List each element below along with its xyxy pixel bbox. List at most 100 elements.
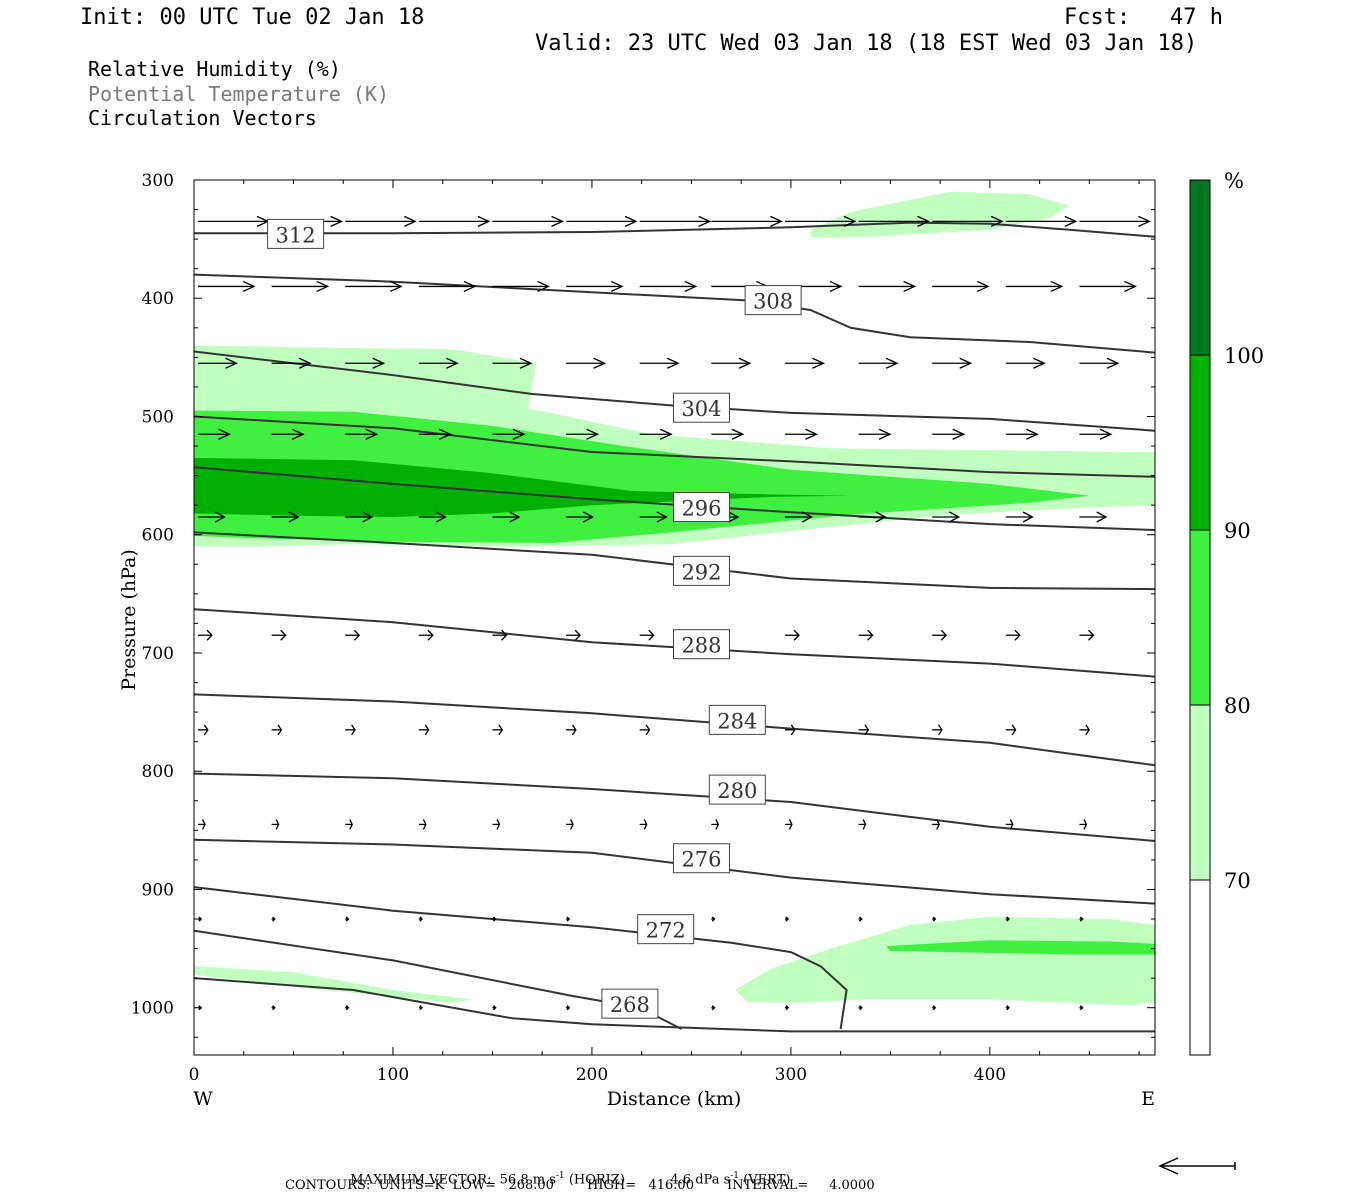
theta-contour-308 (194, 273, 1155, 354)
vector-head-8-10 (932, 916, 937, 922)
vector-head-3-12 (1099, 428, 1113, 440)
vector-head-6-0 (203, 724, 209, 736)
vector-head-7-5 (570, 819, 574, 830)
horiz-exponent: -1 (555, 1171, 565, 1181)
y-tick-label-400: 400 (142, 289, 174, 309)
vector-head-7-6 (643, 819, 648, 830)
init-time: Init: 00 UTC Tue 02 Jan 18 (80, 5, 425, 30)
vector-head-3-8 (805, 428, 819, 440)
vector-head-0-2 (403, 215, 417, 227)
contour-label-box-292 (672, 555, 730, 586)
horiz-value: 56.8 (499, 1172, 529, 1188)
vector-head-7-3 (422, 819, 427, 830)
colorbar-frame (1189, 179, 1211, 1056)
vector-head-8-12 (1079, 916, 1084, 922)
vector-head-2-9 (885, 357, 899, 369)
vector-head-2-3 (446, 357, 459, 369)
vector-head-5-12 (1088, 629, 1095, 641)
x-tick-label-100: 100 (377, 1065, 409, 1085)
vector-head-3-0 (218, 428, 232, 440)
contour-label-268: 268 (610, 993, 650, 1017)
colorbar-segment-1 (1190, 355, 1210, 530)
vector-head-4-6 (656, 511, 668, 523)
contour-label-312: 312 (276, 223, 316, 247)
vector-head-8-5 (566, 916, 571, 922)
contour-label-280: 280 (717, 779, 757, 803)
vector-head-9-1 (272, 1005, 276, 1011)
theta-contour-line-12 (194, 977, 1155, 1033)
y-tick-label-300: 300 (142, 171, 174, 191)
vector-head-4-11 (1022, 511, 1034, 523)
vector-head-7-4 (496, 819, 501, 830)
vector-head-6-6 (645, 724, 651, 736)
vector-head-5-1 (280, 629, 287, 641)
x-right-end-label: E (1141, 1088, 1155, 1110)
vector-head-0-5 (624, 215, 638, 227)
vector-head-6-4 (498, 724, 504, 736)
colorbar-segment-0 (1190, 180, 1210, 355)
colorbar-label-100: 100 (1224, 344, 1264, 368)
vector-head-5-10 (940, 629, 948, 641)
vector-head-2-1 (298, 357, 312, 369)
contour-label-box-280 (708, 774, 766, 805)
x-tick-label-400: 400 (974, 1065, 1006, 1085)
legend-circulation-vectors: Circulation Vectors (88, 106, 317, 130)
colorbar-unit: % (1224, 169, 1244, 193)
vector-head-7-8 (788, 819, 793, 830)
vector-head-3-7 (731, 428, 745, 440)
vector-head-9-8 (785, 1005, 790, 1011)
contours-info: CONTOURS: UNITS=K LOW= 268.00 HIGH= 416.… (285, 1178, 875, 1193)
vector-head-9-7 (711, 1005, 716, 1011)
y-tick-label-900: 900 (142, 880, 174, 900)
vector-head-1-11 (1050, 280, 1064, 293)
vector-head-4-1 (288, 511, 300, 523)
theta-contour-272 (194, 886, 848, 1030)
contour-label-308: 308 (753, 290, 793, 314)
contour-label-box-308 (744, 285, 802, 316)
vector-head-8-11 (1006, 916, 1010, 922)
rh-region-80-6 (886, 940, 1155, 955)
vector-head-4-2 (362, 511, 374, 523)
contour-label-304: 304 (681, 397, 721, 421)
vector-head-0-10 (990, 215, 1004, 227)
vector-head-9-2 (345, 1005, 350, 1011)
vector-head-6-1 (277, 724, 283, 736)
vector-head-2-6 (666, 357, 680, 369)
vector-head-4-0 (214, 511, 226, 523)
contour-label-box-268 (601, 988, 659, 1019)
theta-contours (194, 221, 1155, 1033)
vector-head-3-2 (365, 428, 379, 440)
legend-potential-temperature: Potential Temperature (K) (88, 82, 390, 106)
vector-head-1-3 (463, 280, 477, 293)
vector-head-2-2 (372, 357, 386, 369)
y-tick-label-700: 700 (142, 644, 174, 664)
vector-head-1-5 (610, 280, 624, 293)
vector-head-5-4 (501, 629, 508, 641)
contour-label-292: 292 (681, 560, 721, 584)
vector-head-4-4 (509, 511, 521, 523)
vector-head-1-1 (316, 280, 330, 293)
contour-label-296: 296 (681, 497, 721, 521)
vector-head-6-8 (790, 724, 796, 736)
colorbar-label-90: 90 (1224, 519, 1251, 543)
vector-head-3-5 (586, 428, 600, 440)
vector-head-4-9 (875, 511, 887, 523)
colorbar: 100 90 80 70% (1189, 169, 1264, 1056)
rh-region-70-4 (194, 966, 473, 1003)
vector-head-2-7 (738, 357, 752, 369)
contour-label-276: 276 (681, 848, 721, 872)
contour-label-284: 284 (717, 709, 757, 733)
x-left-end-label: W (193, 1088, 213, 1110)
vector-head-0-7 (770, 215, 783, 227)
rh-region-90-2 (194, 457, 851, 517)
vector-head-4-12 (1096, 511, 1108, 523)
vector-head-9-4 (492, 1005, 497, 1011)
vector-head-5-8 (793, 629, 800, 641)
vector-head-8-8 (785, 916, 790, 922)
vector-head-6-9 (864, 724, 870, 736)
rh-region-70-3 (810, 191, 1070, 238)
vector-head-4-8 (801, 511, 813, 523)
horiz-tag: (HORIZ) (568, 1172, 625, 1188)
vector-head-1-9 (903, 280, 917, 293)
